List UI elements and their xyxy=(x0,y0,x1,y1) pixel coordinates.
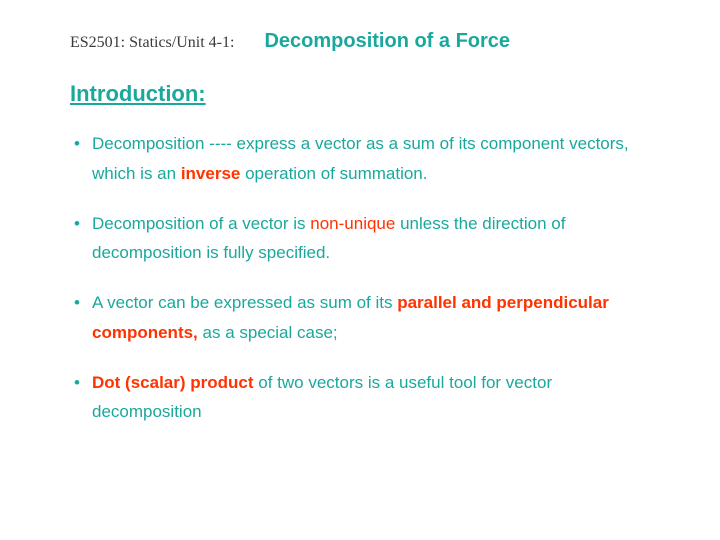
list-item: Dot (scalar) product of two vectors is a… xyxy=(70,368,660,428)
list-item: Decomposition of a vector is non-unique … xyxy=(70,209,660,269)
bullet-emphasis: inverse xyxy=(181,164,241,183)
bullet-emphasis: Dot (scalar) product xyxy=(92,373,254,392)
course-label: ES2501: Statics/Unit 4-1: xyxy=(70,34,234,52)
list-item: Decomposition ---- express a vector as a… xyxy=(70,129,660,189)
bullet-text-pre: Decomposition of a vector is xyxy=(92,214,310,233)
list-item: A vector can be expressed as sum of its … xyxy=(70,288,660,348)
section-heading: Introduction: xyxy=(70,81,660,107)
bullet-text-post: as a special case; xyxy=(198,323,338,342)
slide-header: ES2501: Statics/Unit 4-1: Decomposition … xyxy=(70,30,660,53)
bullet-list: Decomposition ---- express a vector as a… xyxy=(70,129,660,427)
bullet-emphasis: non-unique xyxy=(310,214,395,233)
slide-title: Decomposition of a Force xyxy=(264,30,510,53)
bullet-text-post: operation of summation. xyxy=(240,164,427,183)
bullet-text-pre: A vector can be expressed as sum of its xyxy=(92,293,397,312)
